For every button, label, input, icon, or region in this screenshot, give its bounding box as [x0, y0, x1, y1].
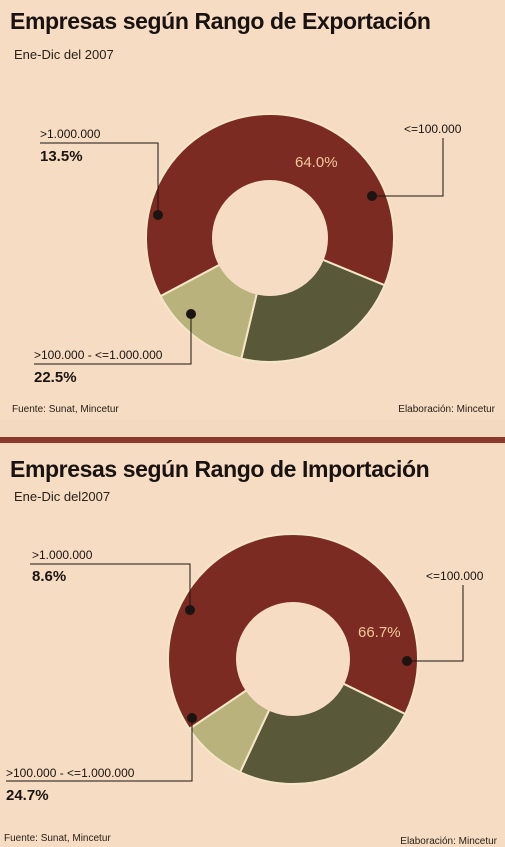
donut-hole: [236, 602, 350, 716]
leader-line-large-range: [30, 563, 191, 610]
leader-line-small-range: [407, 585, 464, 662]
pct-label-mid-range: 22.5%: [34, 369, 77, 386]
legend-label-mid-range: >100.000 - <=1.000.000: [34, 348, 163, 362]
source-note: Fuente: Sunat, Mincetur: [12, 404, 119, 415]
source-note: Fuente: Sunat, Mincetur: [4, 833, 111, 844]
legend-label-large-range: >1.000.000: [40, 127, 101, 141]
donut-hole: [212, 180, 328, 296]
chart-subtitle: Ene-Dic del2007: [14, 489, 111, 504]
chart-subtitle: Ene-Dic del 2007: [14, 47, 114, 62]
donut-chart-import: 66.7% <=100.000 >1.000.000 8.6% >100.000…: [6, 533, 484, 804]
slice-label-small-range: 66.7%: [358, 624, 401, 641]
legend-label-small-range: <=100.000: [426, 569, 484, 583]
pct-label-large-range: 8.6%: [32, 568, 66, 585]
slice-label-small-range: 64.0%: [295, 154, 338, 171]
chart-title: Empresas según Rango de Exportación: [10, 8, 431, 34]
credit-note: Elaboración: Mincetur: [398, 404, 495, 415]
legend-label-mid-range: >100.000 - <=1.000.000: [6, 766, 135, 780]
credit-note: Elaboración: Mincetur: [400, 836, 497, 847]
pct-label-large-range: 13.5%: [40, 148, 83, 165]
pct-label-mid-range: 24.7%: [6, 787, 49, 804]
leader-line-mid-range: [34, 314, 192, 365]
import-chart-panel: Empresas según Rango de Importación Ene-…: [0, 445, 505, 847]
legend-label-small-range: <=100.000: [404, 122, 462, 136]
legend-label-large-range: >1.000.000: [32, 548, 93, 562]
leader-line-small-range: [372, 138, 444, 197]
leader-line-mid-range: [6, 718, 193, 782]
donut-chart-export: 64.0% <=100.000 >1.000.000 13.5% >100.00…: [34, 113, 462, 386]
chart-title: Empresas según Rango de Importación: [10, 456, 430, 482]
section-separator: [0, 437, 505, 443]
export-chart-panel: Empresas según Rango de Exportación Ene-…: [0, 0, 505, 420]
leader-line-large-range: [40, 142, 159, 215]
